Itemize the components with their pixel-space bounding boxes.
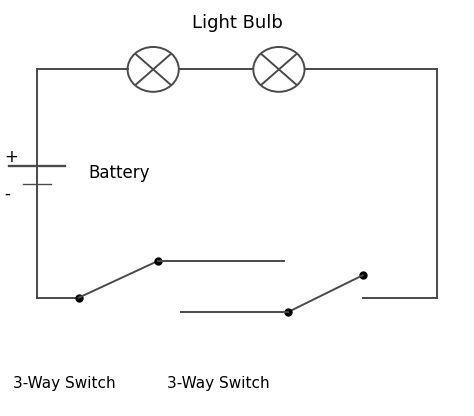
Text: 3-Way Switch: 3-Way Switch <box>13 376 116 391</box>
Text: +: + <box>4 148 18 166</box>
Text: Light Bulb: Light Bulb <box>191 13 283 32</box>
Text: -: - <box>4 185 10 203</box>
Text: 3-Way Switch: 3-Way Switch <box>167 376 270 391</box>
Text: Battery: Battery <box>88 164 149 182</box>
